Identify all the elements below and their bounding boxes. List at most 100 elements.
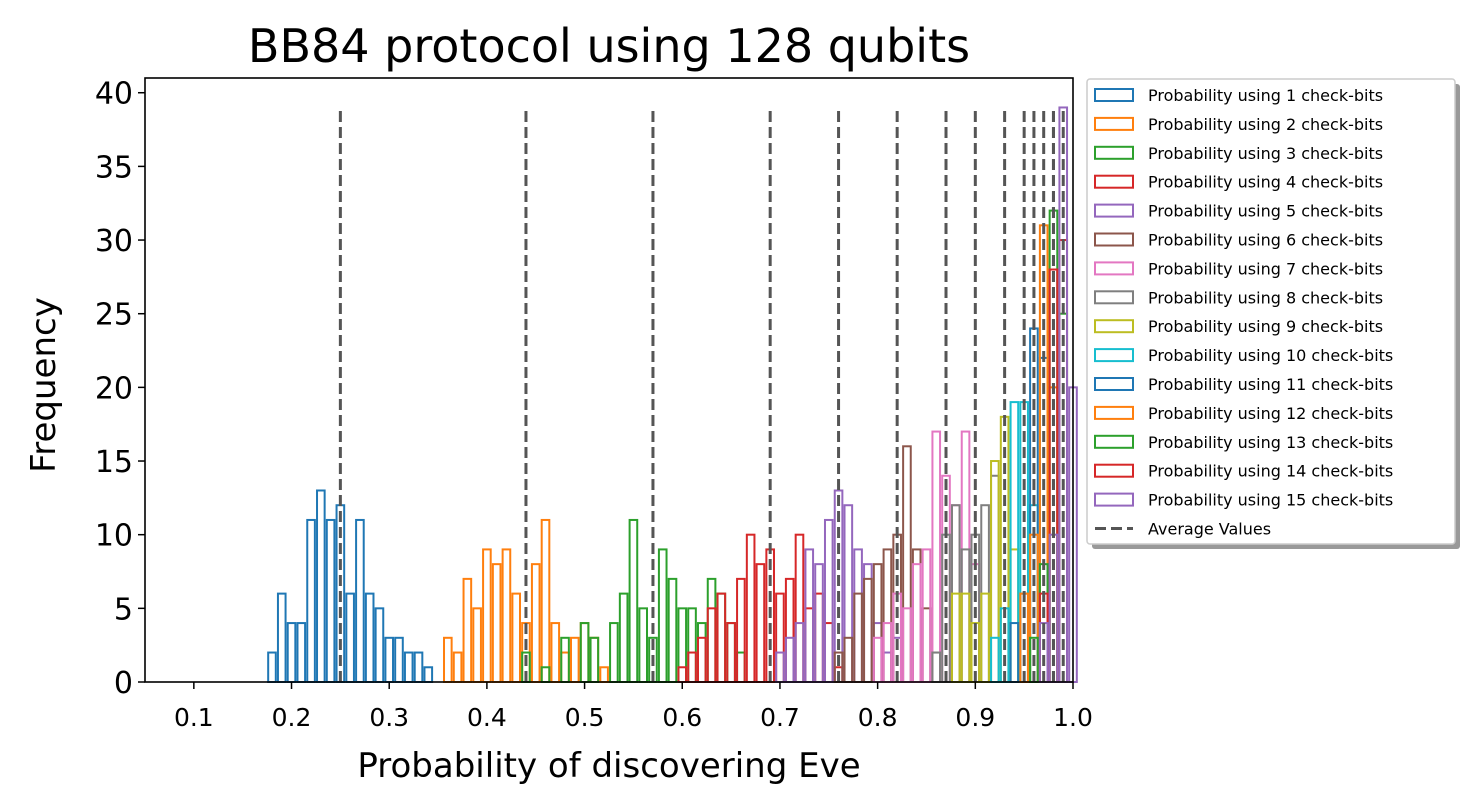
x-tick-label: 0.7 (760, 703, 800, 732)
histogram-bar-s1-b6 (316, 489, 326, 683)
x-tick-label: 0.8 (858, 703, 898, 732)
histogram-bar-s10-b1 (990, 636, 1000, 683)
histogram-bar-s4-b14 (804, 607, 815, 684)
histogram-bar-s9-b5 (990, 460, 1000, 683)
x-tick-label: 0.6 (662, 703, 702, 732)
legend-swatch-11 (1094, 377, 1134, 391)
y-tick-label: 30 (95, 224, 133, 259)
legend-entry-2: Probability using 2 check-bits (1148, 115, 1383, 134)
histogram-bar-s6-b6 (882, 548, 893, 683)
histogram-bar-s7-b6 (921, 548, 932, 683)
histogram-bar-s2-b12 (550, 622, 561, 684)
y-tick-label: 15 (95, 445, 133, 480)
histogram-bar-s4-b6 (726, 622, 736, 684)
plot-frame (144, 77, 1074, 683)
legend-entry-9: Probability using 9 check-bits (1148, 317, 1383, 336)
histogram-bar-s3-b18 (726, 622, 736, 684)
histogram-bar-s1-b14 (394, 636, 404, 683)
y-tick-label: 40 (95, 77, 133, 112)
x-axis-ticks: 0.1 0.2 0.3 0.4 0.5 0.6 0.7 0.8 0.9 1.0 (174, 682, 1093, 732)
histogram-bar-s2-b13 (560, 651, 570, 683)
legend-swatch-15 (1094, 492, 1134, 507)
plot-area (267, 106, 1078, 684)
histogram-bar-s4-b13 (794, 533, 805, 683)
y-axis-ticks: 0 5 10 15 20 25 30 35 40 (95, 77, 145, 701)
histogram-bar-s4-b1 (677, 666, 688, 684)
x-tick-label: 0.4 (467, 703, 507, 732)
chart-title: BB84 protocol using 128 qubits (248, 19, 970, 73)
legend-swatch-14 (1094, 463, 1134, 478)
legend-entry-4: Probability using 4 check-bits (1148, 173, 1383, 192)
legend-swatch-10 (1094, 348, 1134, 363)
histogram-bar-s3-b6 (609, 622, 619, 684)
histogram-bar-s4-b5 (716, 592, 727, 683)
histogram-bar-s5-b12 (882, 651, 893, 683)
legend-entry-7: Probability using 7 check-bits (1148, 259, 1383, 278)
histogram-bar-s5-b11 (872, 622, 883, 684)
histogram-bar-s5-b1 (775, 651, 785, 683)
histogram-bar-s6-b8 (902, 445, 912, 684)
histogram-bar-s5-b5 (814, 563, 824, 684)
histogram-bar-s2-b3 (462, 577, 473, 683)
histogram-bar-s3-b12 (667, 577, 678, 683)
legend-entry-12: Probability using 12 check-bits (1148, 404, 1393, 423)
histogram-bar-s4-b3 (696, 636, 707, 683)
histogram-bar-s1-b9 (345, 592, 355, 683)
legend-entry-3: Probability using 3 check-bits (1148, 144, 1383, 163)
histogram-bar-s3-b3 (560, 636, 570, 683)
legend-entry-13: Probability using 13 check-bits (1148, 433, 1393, 452)
legend-entry-5: Probability using 5 check-bits (1148, 202, 1383, 221)
histogram-bar-s7-b10 (960, 430, 971, 683)
histogram-bar-s6-b3 (853, 592, 863, 683)
legend-swatch-1 (1094, 88, 1134, 102)
legend-swatch-4 (1094, 174, 1134, 189)
histogram-bar-s1-b13 (384, 636, 395, 683)
histogram-bar-s6-b10 (921, 607, 932, 684)
y-tick-label: 10 (95, 519, 133, 554)
histogram-bar-s4-b8 (745, 533, 756, 683)
y-axis-label: Frequency (24, 297, 64, 473)
histogram-bar-s2-b10 (530, 563, 541, 684)
histogram-bar-s2-b11 (540, 518, 551, 684)
histogram-bar-s5-b3 (794, 622, 805, 684)
histogram-bar-s4-b4 (706, 607, 717, 684)
histogram-bar-s5-b4 (804, 548, 815, 683)
legend-entry-14: Probability using 14 check-bits (1148, 462, 1393, 481)
histogram-bar-s9-b1 (950, 592, 961, 683)
histogram-bar-s4-b9 (755, 563, 766, 684)
legend-swatch-6 (1094, 232, 1134, 247)
histogram-bar-s8-b4 (960, 548, 971, 683)
legend-entry-10: Probability using 10 check-bits (1148, 346, 1393, 365)
x-tick-label: 1.0 (1053, 703, 1093, 732)
x-tick-label: 0.9 (955, 703, 995, 732)
histogram-bar-s1-b7 (325, 518, 336, 684)
histogram-bar-s2-b15 (579, 622, 590, 684)
histogram-bar-s4-b16 (823, 622, 834, 684)
legend-swatch-13 (1094, 434, 1134, 449)
histogram-bar-s6-b2 (843, 636, 854, 683)
x-tick-label: 0.5 (565, 703, 605, 732)
legend-entry-15: Probability using 15 check-bits (1148, 491, 1393, 510)
legend-entry-average: Average Values (1148, 520, 1271, 539)
histogram-bar-s4-b2 (687, 651, 697, 683)
histogram-bar-s2-b2 (452, 651, 463, 683)
histogram-bar-s1-b16 (413, 651, 424, 683)
histogram-bar-s2-b8 (511, 592, 522, 683)
histogram-bar-s4-b12 (784, 577, 795, 683)
histogram-bar-s2-b1 (443, 636, 453, 683)
histogram-bar-s7-b4 (902, 607, 912, 684)
y-tick-label: 20 (95, 371, 133, 406)
histogram-bar-s3-b13 (677, 607, 688, 684)
histogram-bar-s3-b15 (696, 622, 707, 684)
histogram-bar-s1-b5 (306, 518, 316, 684)
legend-entry-11: Probability using 11 check-bits (1148, 375, 1393, 394)
histogram-bar-s3-b14 (687, 607, 697, 684)
legend-entry-8: Probability using 8 check-bits (1148, 288, 1383, 307)
x-tick-label: 0.3 (369, 703, 409, 732)
histogram-bar-s1-b10 (355, 518, 365, 684)
legend-swatch-5 (1094, 203, 1134, 218)
histogram-bar-s11-b1 (1009, 622, 1020, 684)
histogram-bar-s7-b7 (931, 430, 942, 683)
histogram-bar-s5-b8 (843, 504, 854, 683)
